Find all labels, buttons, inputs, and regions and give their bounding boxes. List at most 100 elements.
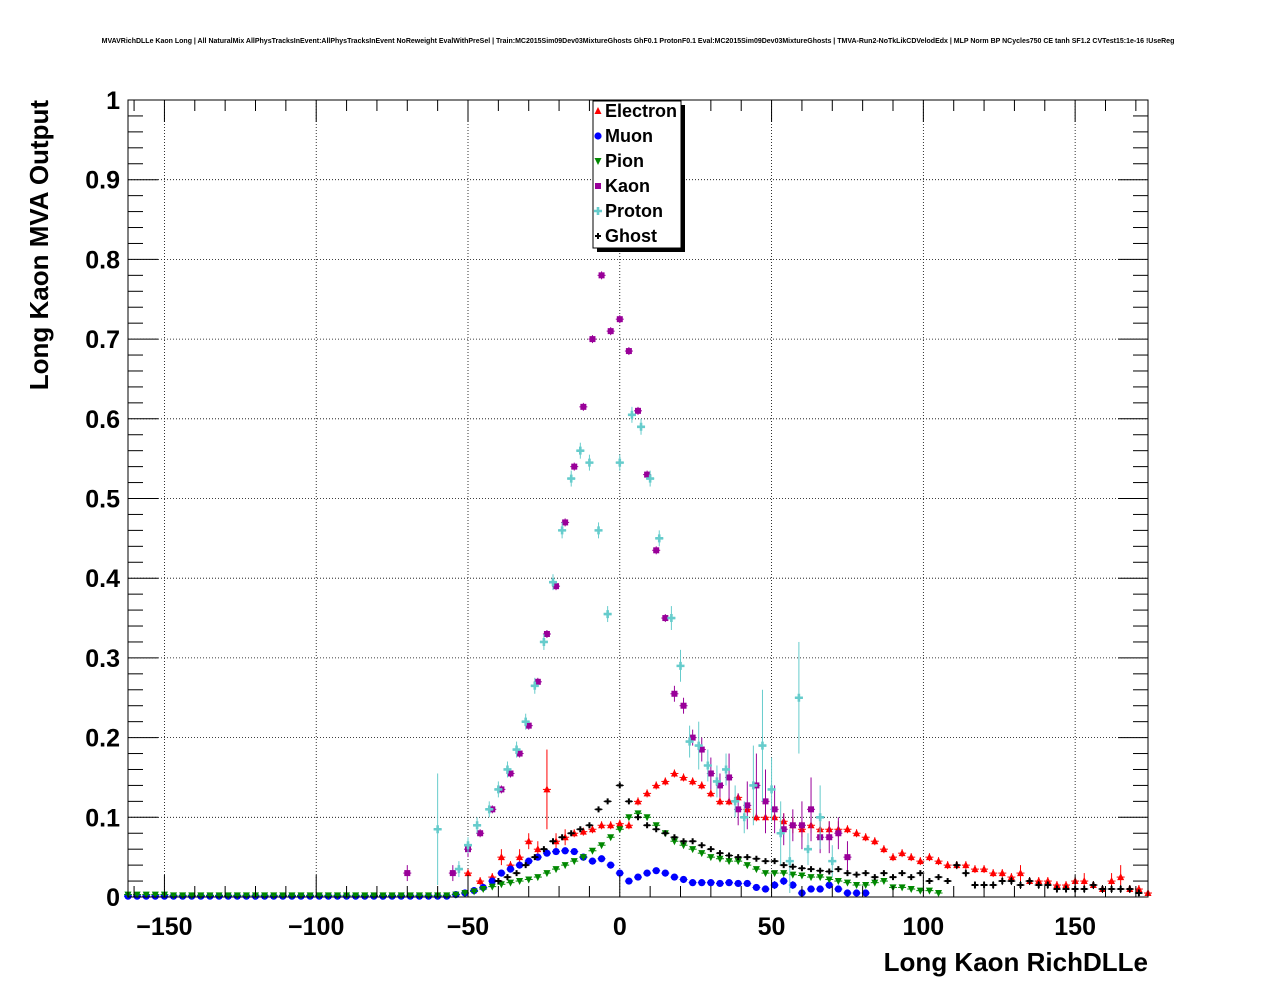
data-point bbox=[531, 854, 538, 861]
data-point bbox=[925, 853, 933, 861]
data-point bbox=[744, 802, 751, 809]
data-point bbox=[734, 858, 742, 866]
data-point bbox=[513, 870, 520, 877]
data-point bbox=[594, 526, 603, 535]
data-point bbox=[1108, 877, 1116, 885]
data-point bbox=[497, 881, 505, 889]
data-point bbox=[944, 878, 951, 885]
data-point bbox=[470, 888, 478, 896]
data-point bbox=[780, 826, 787, 833]
data-point bbox=[670, 838, 678, 846]
data-point bbox=[597, 855, 606, 863]
legend-marker bbox=[594, 132, 602, 140]
data-point bbox=[680, 702, 687, 709]
data-point bbox=[771, 881, 779, 889]
data-point bbox=[652, 867, 660, 875]
data-point bbox=[1099, 886, 1106, 893]
data-point bbox=[534, 678, 541, 685]
data-point bbox=[539, 637, 548, 646]
data-point bbox=[297, 892, 305, 900]
data-point bbox=[789, 881, 797, 889]
data-point bbox=[712, 777, 721, 786]
data-point bbox=[516, 750, 523, 757]
data-point bbox=[752, 883, 760, 892]
data-point bbox=[749, 781, 758, 790]
data-point bbox=[661, 869, 669, 877]
y-tick-label: 0.8 bbox=[85, 246, 120, 274]
data-point bbox=[506, 865, 515, 873]
y-tick-label: 0 bbox=[106, 884, 120, 912]
data-point bbox=[361, 892, 369, 900]
data-point bbox=[644, 822, 651, 829]
data-point bbox=[415, 892, 423, 900]
data-point bbox=[598, 842, 606, 850]
data-point bbox=[953, 862, 960, 869]
data-point bbox=[550, 838, 556, 845]
data-point bbox=[798, 822, 805, 829]
data-point bbox=[525, 837, 533, 845]
data-point bbox=[607, 328, 614, 335]
data-point bbox=[644, 471, 651, 478]
y-tick-label: 0.7 bbox=[85, 326, 120, 354]
legend-marker bbox=[594, 158, 602, 165]
data-point bbox=[603, 610, 612, 619]
data-point bbox=[516, 861, 524, 869]
x-tick-label: 100 bbox=[902, 913, 944, 941]
data-point bbox=[1035, 877, 1043, 885]
axes: −150 −100 −50 0 50 100 150 0 0.1 0.2 0.3 0.4 0.5 0.6 0… bbox=[85, 87, 1148, 941]
data-point bbox=[485, 805, 494, 814]
data-point bbox=[853, 871, 860, 878]
data-point bbox=[853, 882, 861, 890]
data-point bbox=[880, 878, 888, 886]
data-point bbox=[616, 826, 624, 834]
data-point bbox=[142, 891, 150, 899]
data-point bbox=[667, 614, 676, 623]
data-point bbox=[780, 877, 788, 885]
data-point bbox=[588, 857, 597, 865]
data-point bbox=[552, 847, 560, 856]
data-point bbox=[488, 883, 496, 891]
data-point bbox=[543, 785, 551, 793]
data-point bbox=[889, 853, 897, 861]
data-point bbox=[1126, 886, 1133, 893]
data-point bbox=[670, 769, 678, 777]
data-point bbox=[655, 534, 664, 543]
data-point bbox=[935, 874, 942, 881]
data-point bbox=[907, 886, 915, 894]
legend-label: Proton bbox=[605, 201, 663, 221]
data-point bbox=[627, 410, 636, 419]
data-point bbox=[716, 850, 723, 857]
data-point bbox=[807, 874, 815, 882]
data-point bbox=[279, 892, 287, 900]
data-point bbox=[844, 854, 851, 861]
data-point bbox=[635, 814, 641, 821]
data-point bbox=[898, 884, 906, 892]
data-point bbox=[871, 837, 879, 845]
data-point bbox=[907, 853, 915, 861]
data-point bbox=[852, 889, 861, 897]
data-point bbox=[530, 681, 539, 690]
data-point bbox=[989, 869, 997, 877]
data-point bbox=[452, 891, 460, 899]
legend-label: Kaon bbox=[605, 176, 650, 196]
data-point bbox=[661, 777, 669, 785]
data-point bbox=[771, 870, 779, 878]
data-point bbox=[568, 830, 575, 837]
data-point bbox=[808, 806, 815, 813]
legend-entry-ghost: Ghost bbox=[595, 226, 657, 246]
data-point bbox=[908, 874, 915, 881]
data-point bbox=[762, 870, 769, 878]
data-point bbox=[789, 871, 797, 879]
data-point bbox=[689, 734, 696, 741]
data-point bbox=[516, 878, 524, 886]
data-point bbox=[758, 741, 767, 750]
data-point bbox=[615, 458, 624, 467]
data-point bbox=[890, 874, 896, 881]
series-ghost bbox=[494, 782, 1143, 897]
data-point bbox=[540, 846, 547, 853]
y-tick-label: 0.4 bbox=[85, 565, 120, 593]
data-point bbox=[862, 882, 870, 890]
data-point bbox=[634, 797, 642, 805]
data-point bbox=[980, 865, 988, 873]
